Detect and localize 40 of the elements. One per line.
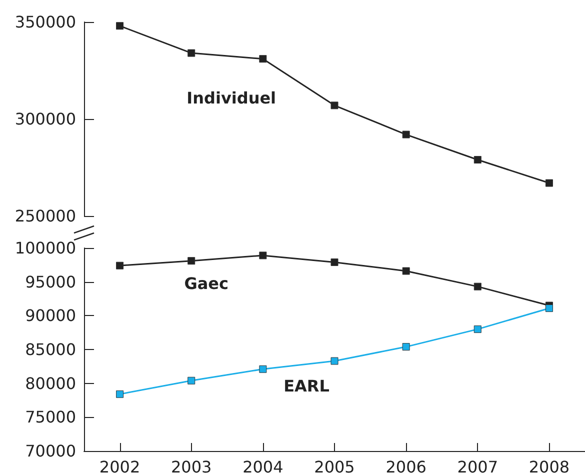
point — [545, 304, 553, 312]
point — [116, 262, 124, 270]
point — [188, 257, 196, 265]
y-tick-label: 300000 — [14, 110, 76, 128]
point — [188, 49, 196, 57]
point — [116, 390, 124, 398]
series-label: Gaec — [184, 274, 228, 294]
x-tick-label: 2004 — [242, 458, 284, 475]
point — [545, 179, 553, 187]
series-label: Individuel — [186, 88, 276, 108]
series-label: EARL — [284, 376, 330, 396]
x-tick-label: 2005 — [314, 458, 355, 475]
y-tick-label: 350000 — [14, 12, 76, 32]
y-tick-label: 90000 — [25, 306, 76, 326]
point — [474, 282, 482, 290]
x-tick-label: 2008 — [528, 458, 570, 475]
point — [330, 357, 338, 365]
x-tick-label: 2003 — [171, 458, 212, 475]
point — [402, 343, 410, 351]
point — [474, 325, 482, 333]
y-tick-label: 250000 — [14, 206, 76, 226]
x-tick-label: 2006 — [386, 458, 426, 475]
point — [259, 252, 267, 260]
point — [402, 130, 410, 138]
y-tick-label: 70000 — [25, 442, 76, 460]
y-tick-label: 75000 — [25, 408, 76, 427]
point — [330, 258, 338, 266]
x-tick-label: 2007 — [457, 458, 498, 475]
y-tick-label: 100000 — [14, 238, 76, 258]
y-tick-label: 85000 — [25, 340, 76, 359]
y-tick-label: 80000 — [25, 374, 76, 393]
x-tick-label: 2002 — [99, 458, 140, 475]
point — [259, 365, 267, 373]
point — [188, 376, 196, 384]
point — [330, 102, 338, 110]
point — [402, 267, 410, 275]
point — [116, 22, 124, 30]
point — [259, 55, 267, 63]
y-tick-label: 95000 — [25, 272, 76, 292]
point — [474, 156, 482, 164]
